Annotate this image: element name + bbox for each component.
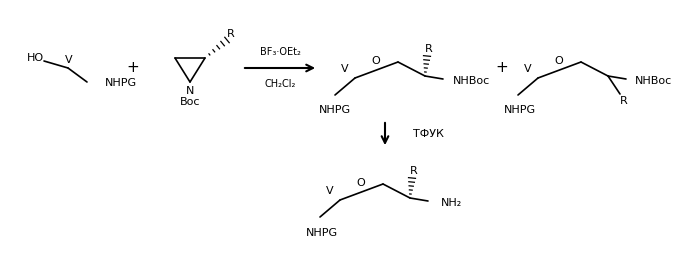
Text: N: N — [186, 86, 194, 96]
Text: NHPG: NHPG — [504, 105, 536, 115]
Text: BF₃·OEt₂: BF₃·OEt₂ — [260, 47, 300, 57]
Text: V: V — [524, 64, 532, 74]
Text: O: O — [555, 56, 563, 66]
Text: NHBoc: NHBoc — [635, 76, 673, 86]
Text: Boc: Boc — [180, 97, 200, 107]
Text: O: O — [357, 178, 365, 188]
Text: R: R — [410, 166, 418, 176]
Text: NHPG: NHPG — [306, 228, 338, 238]
Text: NH₂: NH₂ — [441, 198, 463, 208]
Text: V: V — [341, 64, 349, 74]
Text: O: O — [371, 56, 380, 66]
Text: CH₂Cl₂: CH₂Cl₂ — [265, 79, 296, 89]
Text: HO: HO — [27, 53, 43, 63]
Text: V: V — [65, 55, 73, 65]
Text: V: V — [326, 186, 334, 196]
Text: R: R — [227, 29, 235, 39]
Text: ТФУК: ТФУК — [413, 129, 444, 139]
Text: +: + — [126, 60, 140, 76]
Text: +: + — [496, 60, 508, 76]
Text: R: R — [425, 44, 433, 54]
Text: NHPG: NHPG — [319, 105, 351, 115]
Text: NHBoc: NHBoc — [452, 76, 489, 86]
Text: R: R — [620, 96, 628, 106]
Text: NHPG: NHPG — [105, 78, 137, 88]
